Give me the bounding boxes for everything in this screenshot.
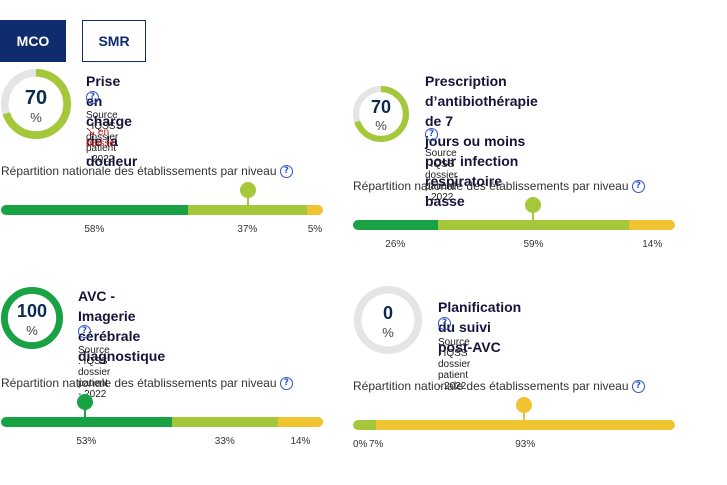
score-donut: 100 %: [1, 287, 63, 349]
question-circle-icon[interactable]: ?: [279, 377, 293, 391]
question-circle-icon[interactable]: ?: [86, 91, 99, 104]
title-line: Prescription d’antibiothérapie de 7: [425, 73, 538, 129]
score-ring: [353, 86, 409, 142]
level-marker-stem: [84, 409, 86, 421]
question-circle-icon[interactable]: ?: [279, 165, 293, 179]
arrow-down-right-icon: ↘: [86, 125, 96, 138]
repartition-text: Répartition nationale des établissements…: [353, 379, 629, 393]
title-line: AVC - Imagerie cérébrale: [78, 288, 141, 344]
ring-track: [354, 286, 422, 354]
level-marker-stem: [523, 412, 525, 424]
segment-percent-label: 0%: [353, 439, 368, 450]
ring-progress: [353, 86, 409, 142]
question-circle-icon[interactable]: ?: [631, 380, 645, 394]
repartition-label: Répartition nationale des établissements…: [1, 376, 293, 391]
score-unit: %: [382, 325, 394, 340]
distribution-bar-track: [353, 220, 675, 230]
question-circle-icon[interactable]: ?: [438, 317, 451, 330]
segment-percent-label: 37%: [237, 224, 258, 235]
segment-percent-label: 59%: [523, 239, 544, 250]
title-line: Planification du suivi post-AVC: [438, 299, 522, 355]
distribution-segment: [171, 417, 278, 427]
question-circle-icon[interactable]: ?: [425, 128, 438, 141]
score-donut: 0 %: [354, 286, 422, 354]
tab-smr[interactable]: SMR: [82, 20, 146, 62]
level-marker: [77, 394, 93, 410]
segment-percent-label: 93%: [515, 439, 536, 450]
score-value: 70: [370, 97, 392, 117]
score-donut: 70 %: [1, 69, 71, 139]
score-ring: [1, 287, 63, 349]
repartition-text: Répartition nationale des établissements…: [353, 179, 629, 193]
source-text: Source : IQSS dossier patient - 2022: [438, 337, 471, 392]
indicator-title: Prescription d’antibiothérapie de 7 jour…: [425, 71, 538, 211]
level-marker: [525, 197, 541, 213]
ring-progress: [1, 69, 71, 139]
distribution-segment: [629, 220, 675, 230]
distribution-bar-track: [1, 417, 323, 427]
trend-indicator: ↘ en baisse: [86, 125, 115, 149]
distribution-segment: [353, 220, 438, 230]
distribution-segment: [1, 417, 172, 427]
question-circle-icon[interactable]: ?: [78, 325, 91, 338]
segment-percent-label: 14%: [642, 239, 663, 250]
indicator-title: Planification du suivi post-AVC: [438, 297, 521, 357]
segment-percent-label: 58%: [84, 224, 105, 235]
score-value: 70: [24, 87, 48, 109]
source-text: Source : IQSS dossier patient - 2022: [425, 148, 458, 203]
score-donut: 70 %: [353, 86, 409, 142]
question-circle-icon[interactable]: ?: [631, 180, 645, 194]
distribution-bar-track: [1, 205, 323, 215]
repartition-text: Répartition nationale des établissements…: [1, 376, 277, 390]
repartition-label: Répartition nationale des établissements…: [353, 179, 645, 194]
level-marker-stem: [532, 212, 534, 224]
title-line: diagnostique: [78, 348, 166, 364]
tab-mco[interactable]: MCO: [0, 20, 66, 62]
segment-percent-label: 14%: [290, 436, 311, 447]
score-ring: [354, 286, 422, 354]
indicator-title: AVC - Imagerie cérébrale diagnostique: [78, 286, 165, 366]
source-text: Source : IQSS dossier patient - 2022: [86, 110, 119, 165]
ring-progress: [1, 287, 63, 349]
distribution-segment: [187, 205, 307, 215]
repartition-label: Répartition nationale des établissements…: [353, 379, 645, 394]
title-line: respiratoire basse: [425, 173, 503, 209]
score-value: 0: [382, 303, 393, 323]
segment-percent-label: 53%: [76, 436, 97, 447]
level-marker: [240, 182, 256, 198]
score-unit: %: [375, 118, 387, 133]
distribution-segment: [375, 420, 675, 430]
segment-percent-label: 5%: [307, 224, 323, 235]
title-line: jours ou moins pour infection: [425, 133, 526, 169]
level-marker-stem: [247, 197, 249, 209]
segment-percent-label: 7%: [369, 439, 384, 450]
score-unit: %: [26, 323, 38, 338]
segment-percent-label: 33%: [214, 436, 235, 447]
score-ring: [1, 69, 71, 139]
distribution-segment: [437, 220, 630, 230]
distribution-segment: [353, 420, 376, 430]
trend-label: en baisse: [86, 127, 115, 149]
source-text: Source : IQSS dossier patient - 2022: [78, 345, 111, 400]
distribution-bar-track: [353, 420, 675, 430]
score-unit: %: [30, 110, 42, 125]
repartition-text: Répartition nationale des établissements…: [1, 164, 277, 178]
distribution-segment: [277, 417, 323, 427]
score-value: 100: [16, 301, 48, 321]
repartition-label: Répartition nationale des établissements…: [1, 164, 293, 179]
segment-percent-label: 26%: [385, 239, 406, 250]
level-marker: [516, 397, 532, 413]
distribution-segment: [1, 205, 188, 215]
distribution-segment: [306, 205, 323, 215]
